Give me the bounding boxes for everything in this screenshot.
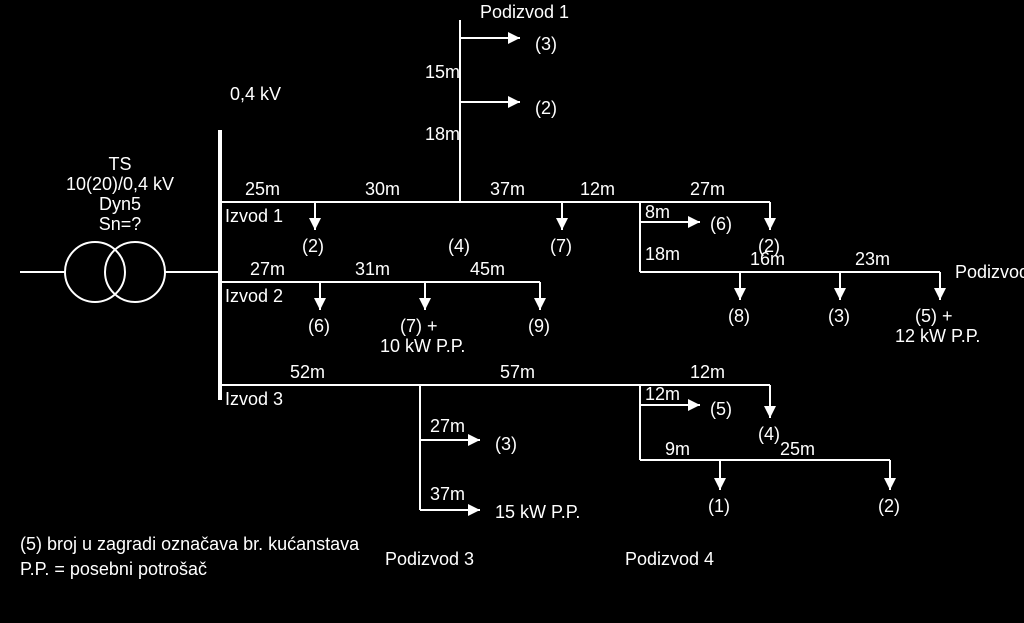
diagram-text: 18m	[645, 244, 680, 264]
diagram-text: (3)	[828, 306, 850, 326]
diagram-text: (7) +	[400, 316, 438, 336]
diagram-text: 12m	[645, 384, 680, 404]
diagram-text: Podizvod 3	[385, 549, 474, 569]
diagram-text: 10 kW P.P.	[380, 336, 465, 356]
diagram-text: (3)	[535, 34, 557, 54]
diagram-text: (2)	[878, 496, 900, 516]
diagram-text: 30m	[365, 179, 400, 199]
diagram-text: 15 kW P.P.	[495, 502, 580, 522]
diagram-text: 15m	[425, 62, 460, 82]
diagram-text: Podizvod 1	[480, 2, 569, 22]
diagram-text: 12m	[690, 362, 725, 382]
diagram-text: (5) broj u zagradi označava br. kućansta…	[20, 534, 360, 554]
diagram-text: Izvod 2	[225, 286, 283, 306]
diagram-text: 23m	[855, 249, 890, 269]
diagram-text: (5) +	[915, 306, 953, 326]
diagram-text: (6)	[710, 214, 732, 234]
diagram-text: Podizvod 4	[625, 549, 714, 569]
diagram-text: 8m	[645, 202, 670, 222]
diagram-text: 12m	[580, 179, 615, 199]
diagram-text: 16m	[750, 249, 785, 269]
diagram-text: (9)	[528, 316, 550, 336]
diagram-text: 57m	[500, 362, 535, 382]
busbar-label: 0,4 kV	[230, 84, 281, 104]
electrical-diagram: TS10(20)/0,4 kVDyn5Sn=? 0,4 kV Podizvod 1 (…	[0, 0, 1024, 623]
transformer-label: TS	[108, 154, 131, 174]
diagram-text: (5)	[710, 399, 732, 419]
diagram-text: (4)	[448, 236, 470, 256]
diagram-text: P.P. = posebni potrošač	[20, 559, 207, 579]
transformer-label: Sn=?	[99, 214, 142, 234]
diagram-text: 52m	[290, 362, 325, 382]
transformer-label: Dyn5	[99, 194, 141, 214]
diagram-text: 27m	[690, 179, 725, 199]
diagram-text: (2)	[302, 236, 324, 256]
diagram-text: 25m	[780, 439, 815, 459]
diagram-text: (6)	[308, 316, 330, 336]
diagram-text: 25m	[245, 179, 280, 199]
diagram-text: (8)	[728, 306, 750, 326]
diagram-text: (3)	[495, 434, 517, 454]
diagram-text: (2)	[535, 98, 557, 118]
diagram-text: (1)	[708, 496, 730, 516]
transformer-label: 10(20)/0,4 kV	[66, 174, 174, 194]
bg	[0, 0, 1024, 623]
diagram-text: 45m	[470, 259, 505, 279]
diagram-text: Podizvod 2	[955, 262, 1024, 282]
diagram-text: 18m	[425, 124, 460, 144]
diagram-text: 31m	[355, 259, 390, 279]
diagram-text: 37m	[490, 179, 525, 199]
diagram-text: Izvod 3	[225, 389, 283, 409]
diagram-text: Izvod 1	[225, 206, 283, 226]
diagram-text: 9m	[665, 439, 690, 459]
diagram-text: 37m	[430, 484, 465, 504]
diagram-text: 27m	[430, 416, 465, 436]
diagram-text: (4)	[758, 424, 780, 444]
diagram-text: (7)	[550, 236, 572, 256]
diagram-text: 12 kW P.P.	[895, 326, 980, 346]
diagram-text: 27m	[250, 259, 285, 279]
